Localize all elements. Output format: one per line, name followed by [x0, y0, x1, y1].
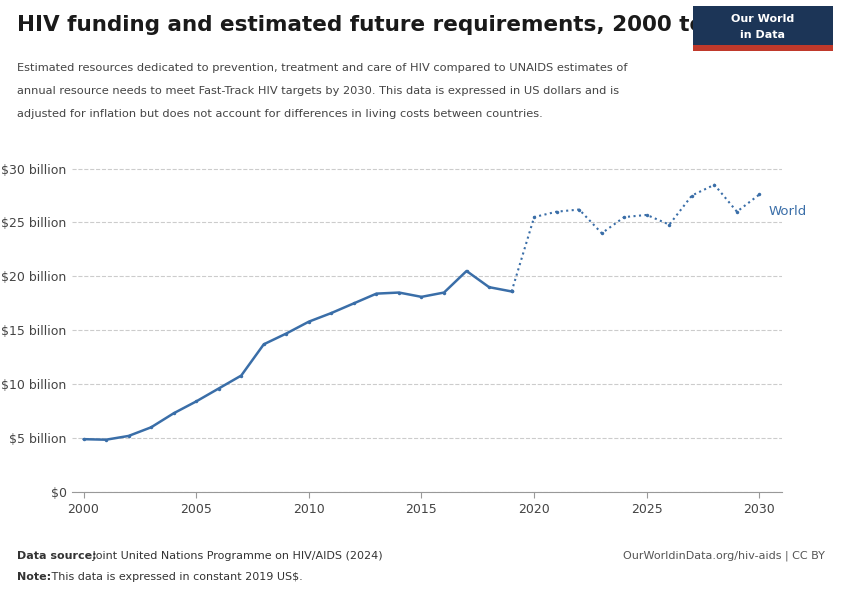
Text: Our World: Our World — [731, 14, 795, 23]
Text: adjusted for inflation but does not account for differences in living costs betw: adjusted for inflation but does not acco… — [17, 109, 543, 119]
Text: Data source:: Data source: — [17, 551, 97, 561]
Text: Joint United Nations Programme on HIV/AIDS (2024): Joint United Nations Programme on HIV/AI… — [89, 551, 382, 561]
Text: OurWorldinData.org/hiv-aids | CC BY: OurWorldinData.org/hiv-aids | CC BY — [622, 551, 824, 561]
Text: HIV funding and estimated future requirements, 2000 to 2030: HIV funding and estimated future require… — [17, 15, 772, 35]
Text: Note:: Note: — [17, 572, 51, 582]
Text: This data is expressed in constant 2019 US$.: This data is expressed in constant 2019 … — [48, 572, 303, 582]
Text: annual resource needs to meet Fast-Track HIV targets by 2030. This data is expre: annual resource needs to meet Fast-Track… — [17, 86, 619, 96]
Text: Estimated resources dedicated to prevention, treatment and care of HIV compared : Estimated resources dedicated to prevent… — [17, 63, 627, 73]
Text: in Data: in Data — [740, 30, 785, 40]
Text: World: World — [768, 205, 807, 218]
